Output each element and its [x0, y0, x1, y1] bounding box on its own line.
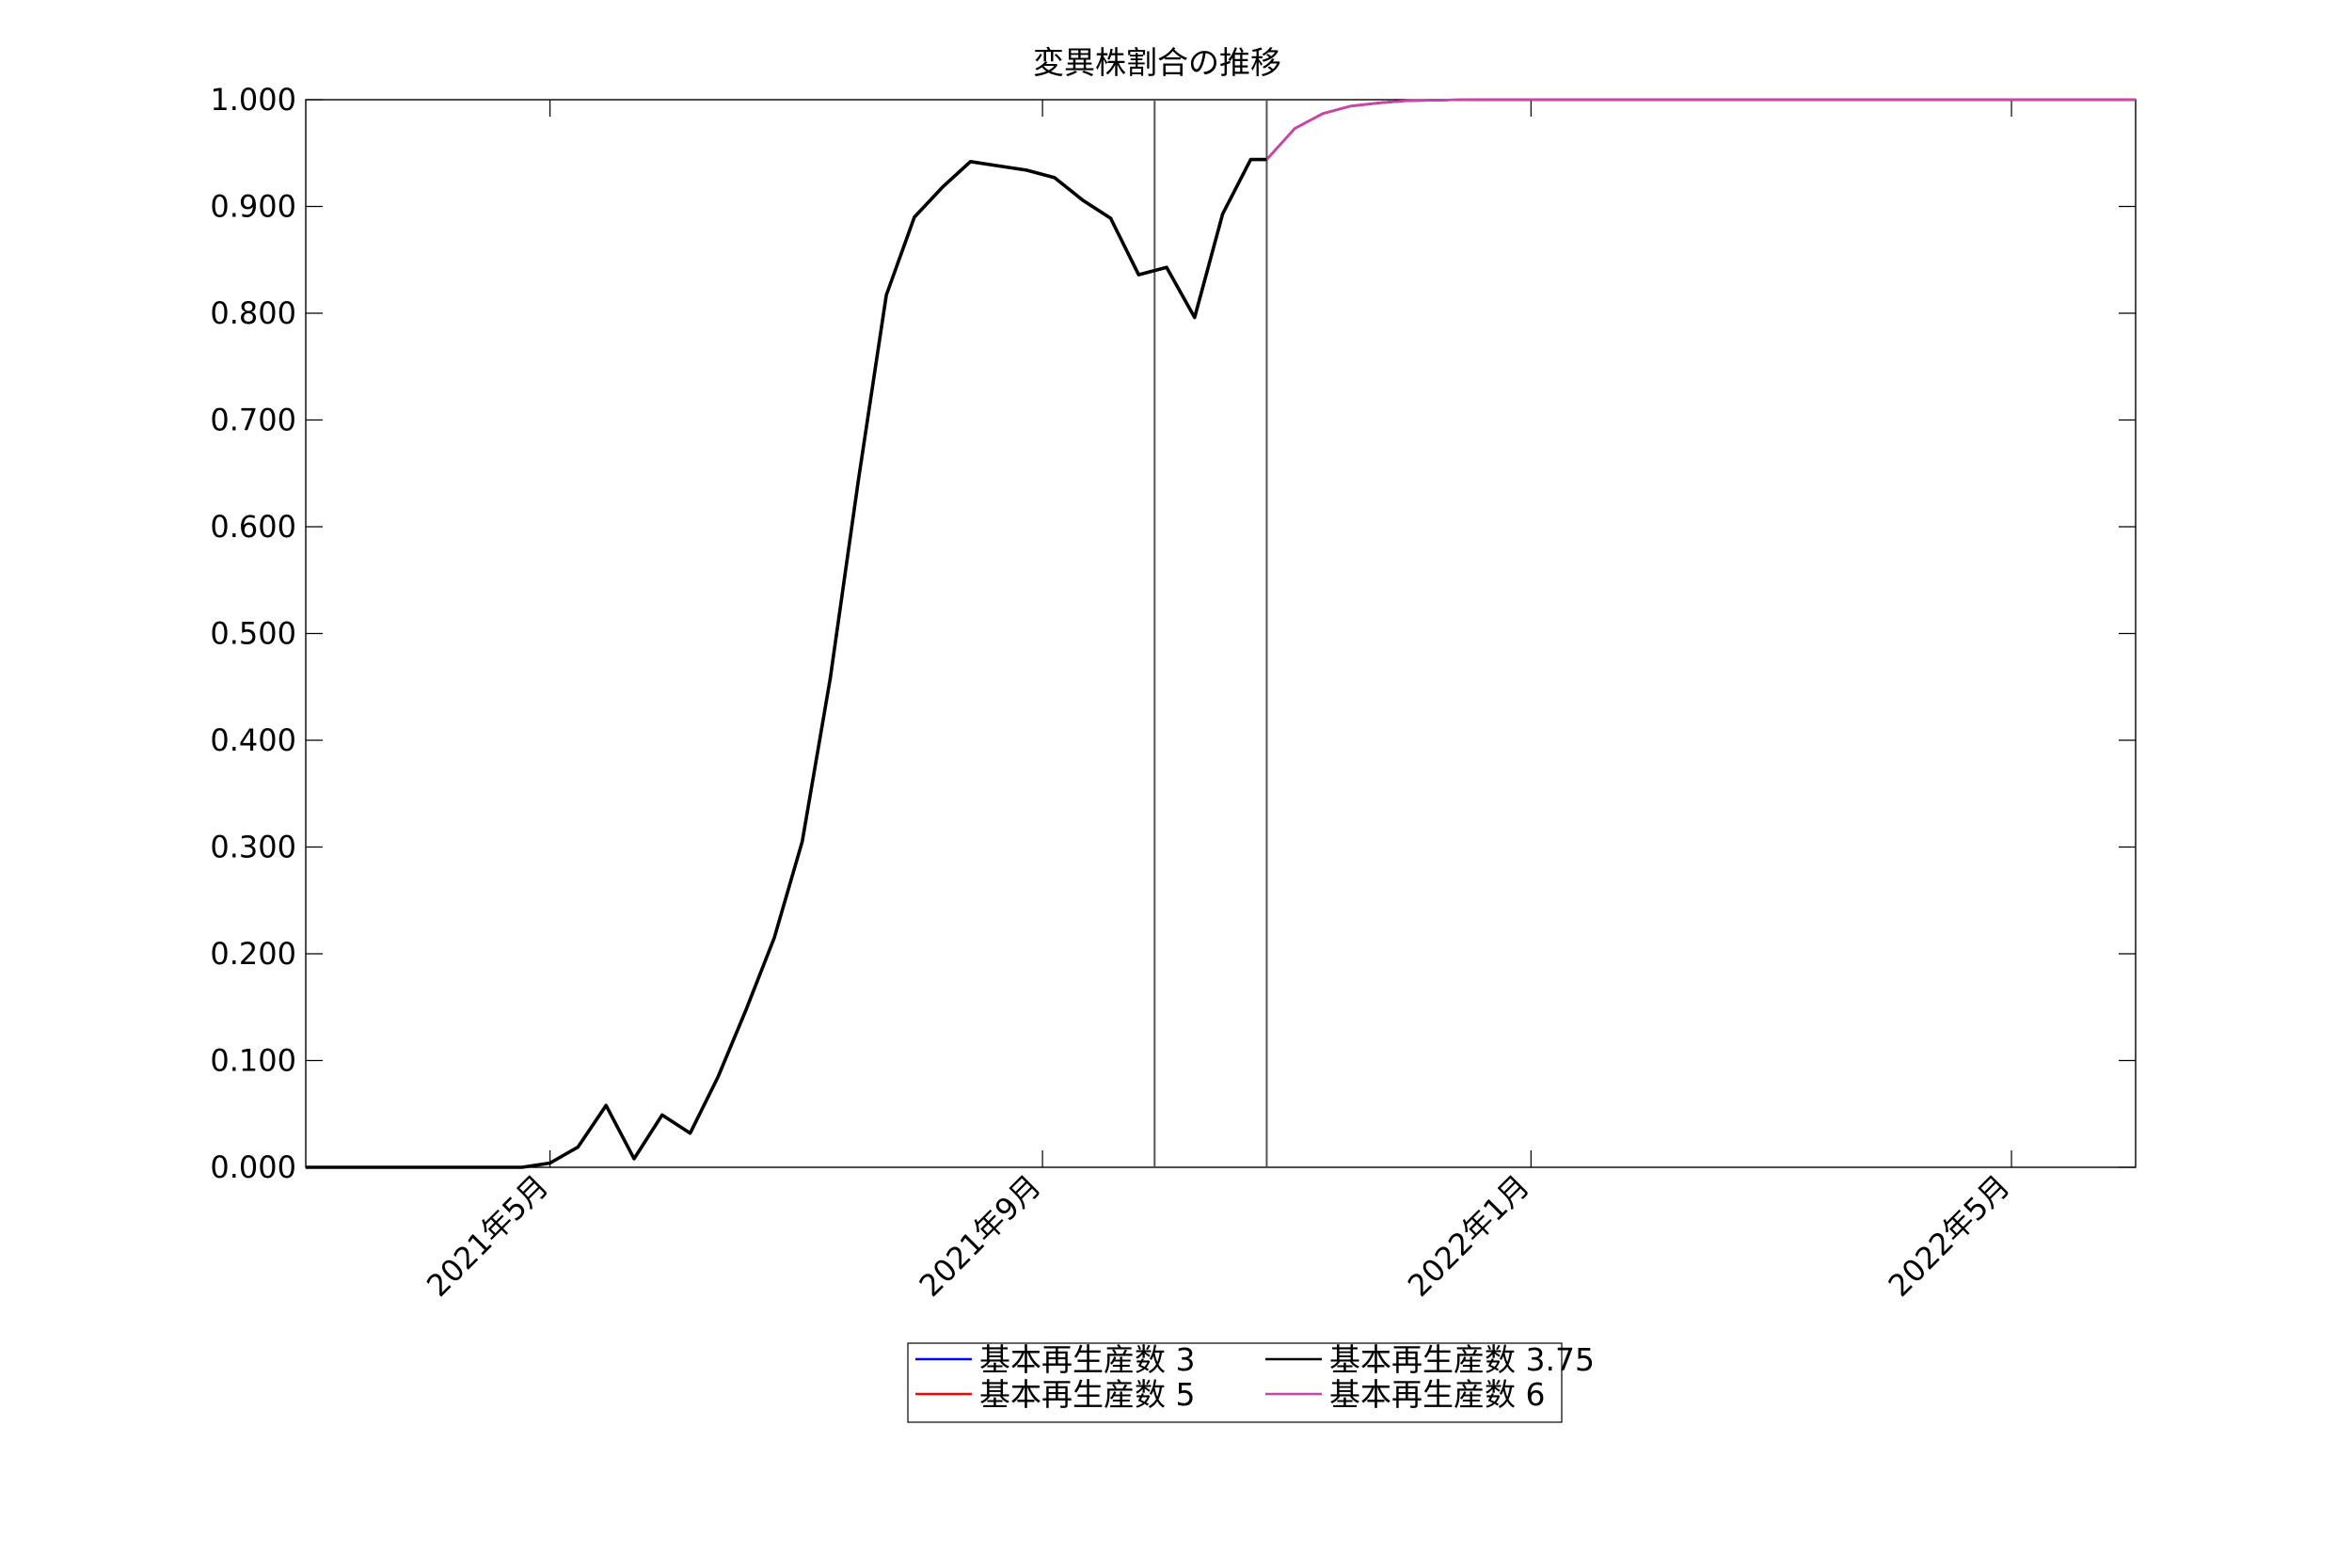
y-tick-label: 0.500: [210, 616, 296, 652]
legend-label: 基本再生産数 5: [979, 1376, 1196, 1413]
series-line: [306, 157, 1267, 1169]
x-tick-label: 2021年9月: [913, 1168, 1048, 1304]
x-tick-label: 2021年5月: [420, 1168, 555, 1304]
y-tick-label: 0.100: [210, 1043, 296, 1079]
y-tick-label: 0.000: [210, 1149, 296, 1185]
legend-label: 基本再生産数 6: [1329, 1376, 1546, 1413]
y-tick-label: 0.400: [210, 722, 296, 758]
legend-box: [907, 1342, 1563, 1423]
y-tick-label: 0.900: [210, 189, 296, 225]
y-tick-label: 1.000: [210, 82, 296, 118]
series-line: [1265, 98, 2136, 161]
x-tick-label: 2022年5月: [1882, 1168, 2017, 1304]
legend-label: 基本再生産数 3.75: [1329, 1341, 1595, 1378]
series-line: [1265, 98, 2136, 161]
x-tick-label: 2022年1月: [1401, 1168, 1536, 1304]
legend-label: 基本再生産数 3: [979, 1341, 1196, 1378]
plot-area: 0.000 0.100 0.200 0.300 0.400 0.500 0.600 0.700…: [210, 82, 2137, 1304]
y-tick-label: 0.800: [210, 295, 296, 331]
series-line: [1265, 98, 2136, 161]
plot-frame: [305, 99, 2137, 1168]
y-tick-label: 0.600: [210, 509, 296, 545]
y-tick-label: 0.700: [210, 403, 296, 438]
y-tick-label: 0.200: [210, 936, 296, 972]
chart-title: 変異株割合の推移: [1033, 44, 1281, 81]
y-tick-label: 0.300: [210, 830, 296, 865]
